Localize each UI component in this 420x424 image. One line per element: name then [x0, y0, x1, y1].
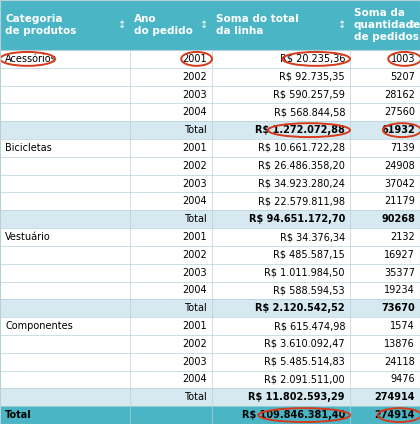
Text: 24118: 24118: [384, 357, 415, 367]
Text: 19234: 19234: [384, 285, 415, 296]
Bar: [0, 103, 420, 121]
Bar: [0, 282, 420, 299]
Text: R$ 22.579.811,98: R$ 22.579.811,98: [258, 196, 345, 206]
Text: ↕: ↕: [118, 20, 126, 30]
Text: 90268: 90268: [381, 214, 415, 224]
Text: R$ 94.651.172,70: R$ 94.651.172,70: [249, 214, 345, 224]
Text: R$ 109.846.381,40: R$ 109.846.381,40: [241, 410, 345, 420]
Bar: [0, 86, 420, 103]
Bar: [0, 121, 420, 139]
Text: 9476: 9476: [390, 374, 415, 385]
Text: R$ 5.485.514,83: R$ 5.485.514,83: [264, 357, 345, 367]
Text: 1574: 1574: [390, 321, 415, 331]
Bar: [0, 406, 420, 424]
Text: 2004: 2004: [182, 196, 207, 206]
Bar: [0, 353, 420, 371]
Text: 35377: 35377: [384, 268, 415, 278]
Text: 2002: 2002: [182, 250, 207, 260]
Text: R$ 1.011.984,50: R$ 1.011.984,50: [265, 268, 345, 278]
Text: R$ 2.120.542,52: R$ 2.120.542,52: [255, 303, 345, 313]
Text: Soma do total
da linha: Soma do total da linha: [216, 14, 299, 36]
Text: R$ 588.594,53: R$ 588.594,53: [273, 285, 345, 296]
Text: R$ 1.272.072,88: R$ 1.272.072,88: [255, 125, 345, 135]
Text: R$ 568.844,58: R$ 568.844,58: [273, 107, 345, 117]
Text: R$ 2.091.511,00: R$ 2.091.511,00: [264, 374, 345, 385]
Bar: [0, 192, 420, 210]
Bar: [0, 50, 420, 68]
Text: R$ 34.376,34: R$ 34.376,34: [280, 232, 345, 242]
Text: 27560: 27560: [384, 107, 415, 117]
Bar: [0, 68, 420, 86]
Text: Ano
do pedido: Ano do pedido: [134, 14, 193, 36]
Text: R$ 485.587,15: R$ 485.587,15: [273, 250, 345, 260]
Text: 2001: 2001: [182, 321, 207, 331]
Text: R$ 590.257,59: R$ 590.257,59: [273, 89, 345, 100]
Text: 7139: 7139: [390, 143, 415, 153]
Bar: [0, 228, 420, 246]
Bar: [0, 388, 420, 406]
Text: 2003: 2003: [182, 357, 207, 367]
Text: 28162: 28162: [384, 89, 415, 100]
Text: 21179: 21179: [384, 196, 415, 206]
Text: ↕: ↕: [408, 20, 416, 30]
Text: R$ 92.735,35: R$ 92.735,35: [279, 72, 345, 82]
Text: 2002: 2002: [182, 72, 207, 82]
Text: Total: Total: [184, 214, 207, 224]
Bar: [0, 139, 420, 157]
Text: 2004: 2004: [182, 374, 207, 385]
Text: Vestuário: Vestuário: [5, 232, 51, 242]
Text: Componentes: Componentes: [5, 321, 73, 331]
Text: 73670: 73670: [381, 303, 415, 313]
Text: 1003: 1003: [391, 54, 415, 64]
Text: 2001: 2001: [182, 232, 207, 242]
Text: Soma da
quantidade
de pedidos: Soma da quantidade de pedidos: [354, 8, 420, 42]
Text: 61932: 61932: [381, 125, 415, 135]
Text: ↕: ↕: [200, 20, 208, 30]
Text: 37042: 37042: [384, 179, 415, 189]
Bar: [0, 264, 420, 282]
Bar: [0, 0, 420, 50]
Text: 2004: 2004: [182, 285, 207, 296]
Text: R$ 11.802.593,29: R$ 11.802.593,29: [249, 392, 345, 402]
Bar: [0, 175, 420, 192]
Text: R$ 26.486.358,20: R$ 26.486.358,20: [258, 161, 345, 171]
Text: 24908: 24908: [384, 161, 415, 171]
Bar: [0, 246, 420, 264]
Text: R$ 615.474,98: R$ 615.474,98: [273, 321, 345, 331]
Text: 2003: 2003: [182, 179, 207, 189]
Text: 13876: 13876: [384, 339, 415, 349]
Text: 274914: 274914: [375, 410, 415, 420]
Text: 2003: 2003: [182, 268, 207, 278]
Bar: [0, 317, 420, 335]
Text: 2001: 2001: [182, 143, 207, 153]
Text: 2003: 2003: [182, 89, 207, 100]
Text: 2004: 2004: [182, 107, 207, 117]
Text: Total: Total: [5, 410, 32, 420]
Text: R$ 10.661.722,28: R$ 10.661.722,28: [258, 143, 345, 153]
Text: Bicicletas: Bicicletas: [5, 143, 52, 153]
Text: R$ 3.610.092,47: R$ 3.610.092,47: [264, 339, 345, 349]
Text: 2002: 2002: [182, 339, 207, 349]
Text: R$ 20.235,36: R$ 20.235,36: [279, 54, 345, 64]
Text: 2001: 2001: [182, 54, 207, 64]
Bar: [0, 157, 420, 175]
Bar: [0, 299, 420, 317]
Text: R$ 34.923.280,24: R$ 34.923.280,24: [258, 179, 345, 189]
Text: Categoria
de produtos: Categoria de produtos: [5, 14, 76, 36]
Text: 5207: 5207: [390, 72, 415, 82]
Text: ↕: ↕: [338, 20, 346, 30]
Text: Total: Total: [184, 303, 207, 313]
Bar: [0, 210, 420, 228]
Text: 16927: 16927: [384, 250, 415, 260]
Text: 2002: 2002: [182, 161, 207, 171]
Text: 274914: 274914: [375, 392, 415, 402]
Text: 2132: 2132: [390, 232, 415, 242]
Bar: [0, 371, 420, 388]
Text: Total: Total: [184, 125, 207, 135]
Bar: [0, 335, 420, 353]
Text: Acessórios: Acessórios: [5, 54, 57, 64]
Text: Total: Total: [184, 392, 207, 402]
